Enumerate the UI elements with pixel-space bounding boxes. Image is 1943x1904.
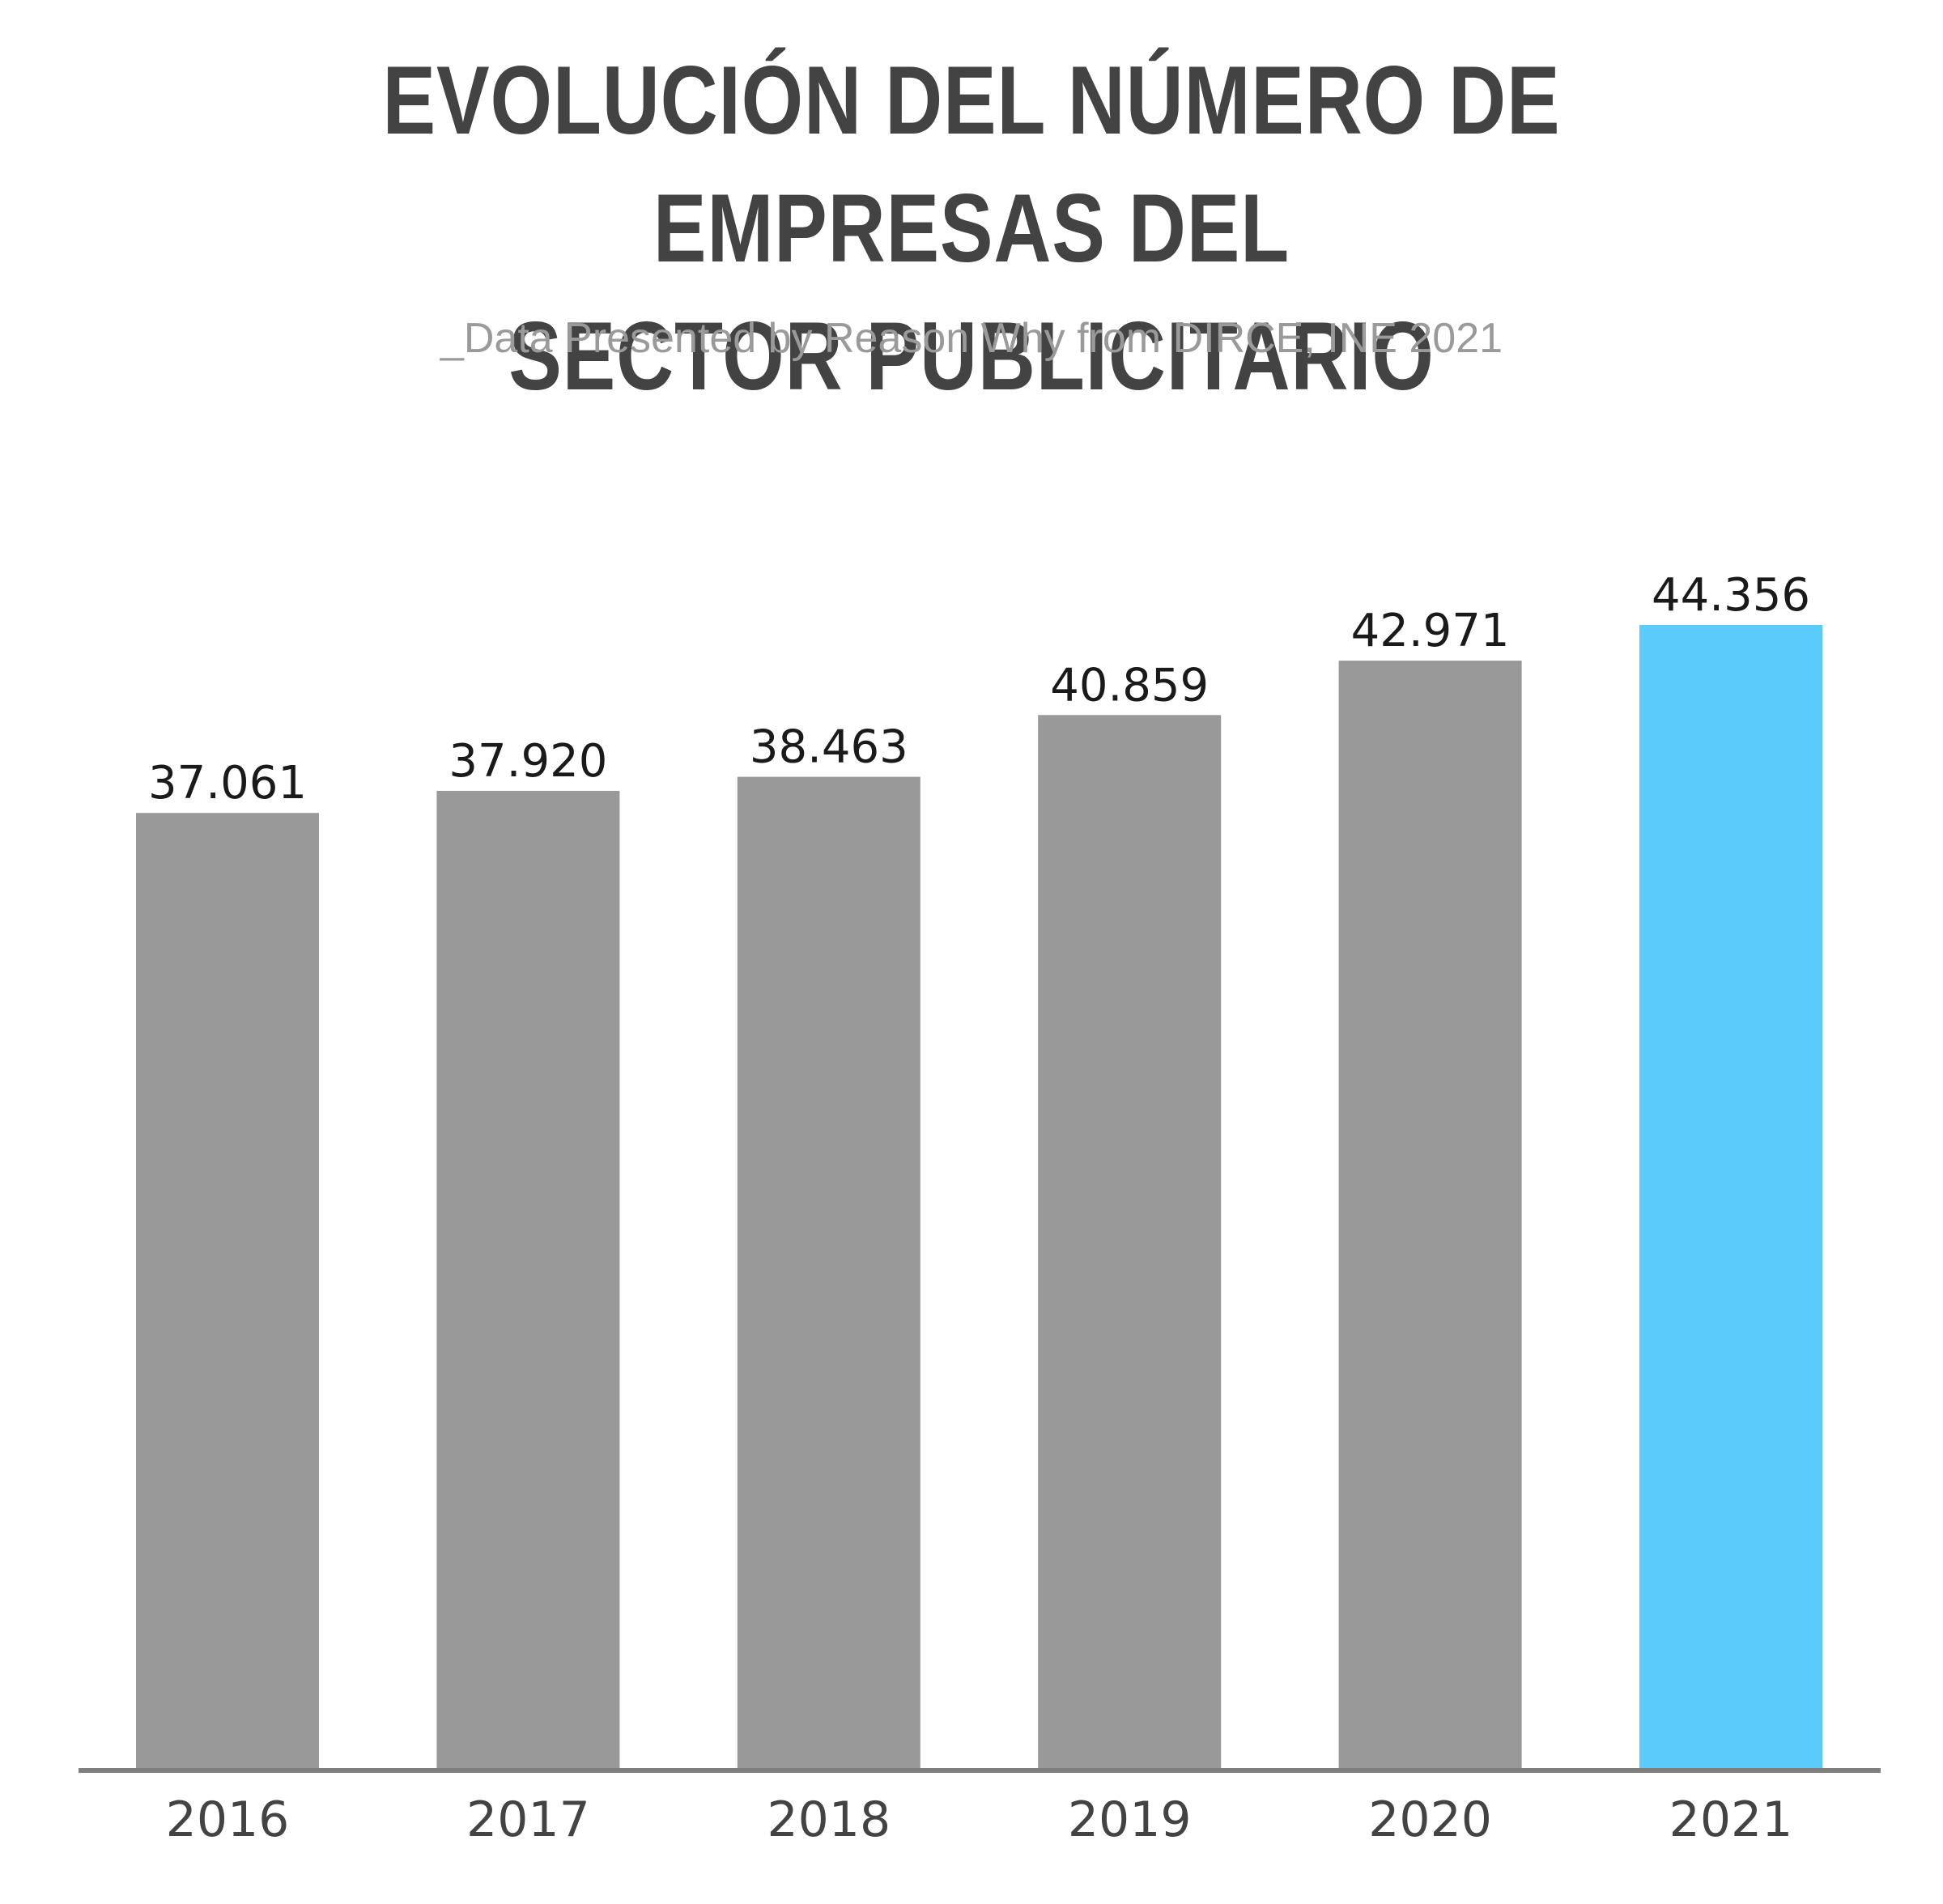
chart-title-line-2: SECTOR PUBLICITARIO — [508, 302, 1435, 410]
chart-title: EVOLUCIÓN DEL NÚMERO DE EMPRESAS DEL SEC… — [175, 36, 1768, 420]
bar-2020 — [1338, 661, 1522, 1768]
value-label-2019: 40.859 — [1050, 659, 1209, 712]
x-tick-label-2018: 2018 — [767, 1791, 891, 1848]
value-label-2020: 42.971 — [1351, 605, 1510, 657]
x-tick-label-2016: 2016 — [166, 1791, 290, 1848]
x-tick-label-2021: 2021 — [1669, 1791, 1793, 1848]
value-labels-group: 37.061 37.920 38.463 40.859 42.971 44.356 — [148, 569, 1810, 810]
bar-2021 — [1639, 625, 1822, 1768]
bar-2017 — [436, 790, 620, 1768]
x-tick-label-2017: 2017 — [466, 1791, 590, 1848]
chart-title-line-1: EVOLUCIÓN DEL NÚMERO DE EMPRESAS DEL — [382, 46, 1561, 283]
bars-group — [136, 625, 1822, 1769]
chart-subtitle: _Data Presented by Reason Why from DIRCE… — [440, 315, 1503, 362]
value-label-2017: 37.920 — [449, 735, 607, 788]
tick-labels-group: 2016 2017 2018 2019 2020 2021 — [166, 1791, 1793, 1848]
bar-2016 — [136, 813, 319, 1769]
value-label-2018: 38.463 — [750, 721, 908, 774]
x-tick-label-2020: 2020 — [1368, 1791, 1492, 1848]
value-label-2021: 44.356 — [1652, 569, 1810, 622]
value-label-2016: 37.061 — [148, 757, 307, 810]
bar-2018 — [737, 776, 920, 1768]
bar-2019 — [1038, 715, 1222, 1768]
x-tick-label-2019: 2019 — [1068, 1791, 1192, 1848]
